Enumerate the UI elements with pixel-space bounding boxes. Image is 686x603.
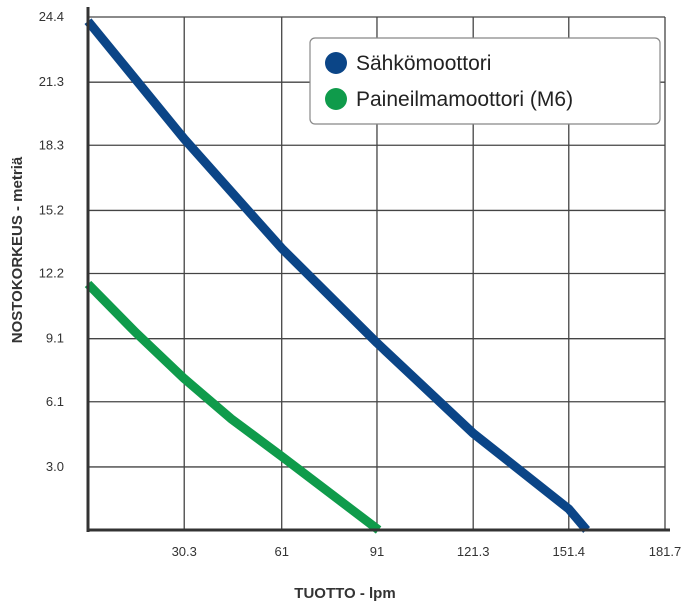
y-tick-label: 6.1: [46, 394, 64, 409]
y-tick-label: 21.3: [39, 74, 64, 89]
x-tick-label: 30.3: [172, 544, 197, 559]
legend-marker-electric: [325, 52, 347, 74]
x-tick-label: 91: [370, 544, 384, 559]
x-tick-label: 121.3: [457, 544, 490, 559]
x-axis-title: TUOTTO - lpm: [294, 585, 395, 602]
legend-marker-pneumatic: [325, 88, 347, 110]
legend: Sähkömoottori Paineilmamoottori (M6): [309, 37, 661, 125]
legend-label-electric: Sähkömoottori: [356, 52, 491, 75]
y-tick-label: 12.2: [39, 266, 64, 281]
y-tick-label: 9.1: [46, 331, 64, 346]
y-tick-label: 15.2: [39, 202, 64, 217]
series-line-electric: [84, 18, 591, 533]
x-tick-label: 61: [274, 544, 288, 559]
x-tick-label: 151.4: [553, 544, 586, 559]
series-line-pneumatic: [84, 280, 382, 534]
series-layer: [84, 18, 591, 534]
y-tick-label: 24.4: [39, 9, 64, 24]
legend-label-pneumatic: Paineilmamoottori (M6): [356, 88, 573, 111]
tick-labels: 30.3 61 91 121.3 151.4 181.7 3.0 6.1 9.1 12.2 15.2…: [39, 9, 682, 559]
y-tick-label: 3.0: [46, 459, 64, 474]
x-tick-label: 181.7: [649, 544, 682, 559]
y-tick-label: 18.3: [39, 137, 64, 152]
axes: [86, 7, 670, 532]
y-axis-title: NOSTOKORKEUS - metriä: [9, 156, 26, 343]
legend-box: [309, 37, 661, 125]
